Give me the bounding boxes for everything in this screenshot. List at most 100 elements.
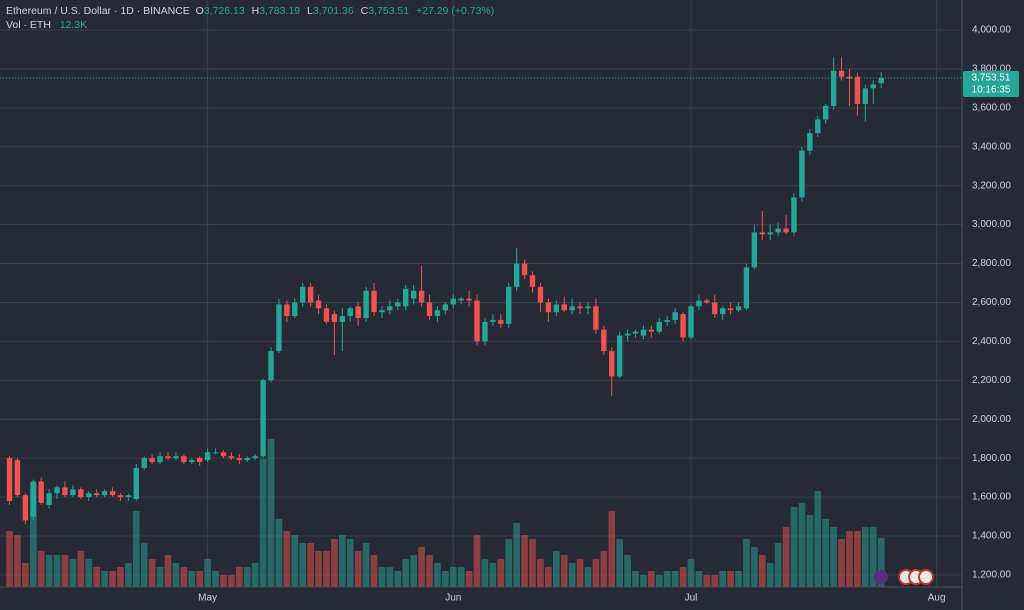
- candle-body: [181, 456, 187, 463]
- candle-body: [220, 452, 227, 457]
- volume-bar: [465, 571, 473, 587]
- candle-body: [482, 321, 488, 342]
- volume-bar: [719, 571, 727, 587]
- y-tick-label: 3,600.00: [972, 102, 1011, 113]
- plot: [0, 0, 962, 587]
- candle-body: [767, 232, 773, 235]
- candle-body: [78, 489, 84, 498]
- x-tick-label: May: [198, 593, 217, 604]
- volume-bar: [695, 571, 703, 587]
- volume-bar: [156, 567, 164, 587]
- volume-bar: [568, 563, 576, 587]
- candle-body: [672, 312, 678, 320]
- candle-body: [529, 275, 536, 287]
- candle-body: [363, 290, 369, 319]
- y-tick-label: 3,200.00: [972, 180, 1011, 191]
- candle-body: [616, 335, 623, 377]
- volume-bar: [125, 563, 132, 587]
- volume-bar: [790, 507, 798, 587]
- candle-body: [395, 302, 401, 307]
- candle-body: [331, 314, 338, 322]
- volume-bar: [196, 571, 204, 587]
- candle-body: [719, 308, 726, 315]
- volume-bar: [140, 543, 148, 587]
- candle-body: [751, 232, 758, 268]
- y-tick-label: 1,400.00: [972, 531, 1011, 542]
- candle-body: [38, 481, 44, 503]
- candle-body: [624, 333, 631, 336]
- candle-body: [14, 460, 21, 496]
- candle-body: [838, 70, 845, 77]
- volume-bar: [735, 571, 742, 587]
- candle-body: [442, 304, 449, 311]
- volume-bar: [766, 563, 774, 587]
- volume-bar: [410, 555, 417, 587]
- volume-bar: [22, 563, 29, 587]
- y-tick-label: 3,400.00: [972, 141, 1011, 152]
- volume-bar: [624, 555, 631, 587]
- volume-bar: [529, 539, 536, 587]
- candle-body: [823, 105, 829, 120]
- countdown: 10:16:35: [972, 85, 1011, 96]
- candle-body: [712, 302, 718, 315]
- candle-body: [387, 306, 393, 311]
- volume-bar: [743, 539, 750, 587]
- volume-bar: [338, 535, 346, 587]
- candle-body: [593, 306, 599, 330]
- volume-value: 12.3K: [59, 19, 88, 31]
- candle-body: [252, 456, 258, 459]
- candle-body: [418, 290, 425, 303]
- volume-key: Vol · ETH: [6, 19, 51, 31]
- volume-bar: [37, 551, 45, 587]
- volume-bar: [109, 571, 116, 587]
- candle-body: [46, 493, 52, 505]
- volume-bar: [545, 567, 552, 587]
- volume-bar: [616, 539, 624, 587]
- volume-bar: [14, 535, 21, 587]
- volume-bar: [846, 531, 853, 587]
- volume-bar: [426, 555, 433, 587]
- volume-bar: [576, 559, 584, 587]
- indicator-icons[interactable]: [874, 569, 934, 585]
- candle-body: [688, 306, 694, 338]
- candle-body: [862, 88, 869, 104]
- event-icon[interactable]: [874, 570, 888, 584]
- candle-body: [696, 300, 702, 307]
- volume-bar: [830, 527, 837, 587]
- candle-body: [854, 76, 861, 104]
- candle-body: [585, 306, 591, 309]
- volume-bar: [220, 575, 227, 587]
- volume-bar: [727, 571, 734, 587]
- y-tick-label: 2,600.00: [972, 297, 1011, 308]
- candle-body: [506, 286, 512, 324]
- candle-body: [403, 288, 409, 307]
- volume-bar: [243, 567, 251, 587]
- volume-bar: [354, 551, 362, 587]
- volume-bar: [323, 551, 330, 587]
- volume-bar: [877, 537, 885, 587]
- candle-body: [743, 267, 750, 309]
- volume-bar: [346, 539, 354, 587]
- candle-body: [133, 467, 139, 500]
- candle-body: [521, 263, 528, 276]
- high-value: 3,783.19: [259, 5, 301, 17]
- candle-body: [204, 452, 211, 461]
- candle-body: [426, 302, 433, 317]
- candle-body: [300, 286, 306, 303]
- candle-body: [830, 70, 837, 106]
- candle-body: [70, 489, 76, 496]
- candle-body: [173, 456, 179, 459]
- y-tick-label: 2,000.00: [972, 414, 1011, 425]
- volume-bar: [164, 555, 172, 587]
- close-value: 3,753.51: [368, 5, 410, 17]
- volume-bar: [552, 551, 560, 587]
- symbol: Ethereum / U.S. Dollar · 1D · BINANCE: [6, 5, 190, 17]
- volume-bar: [235, 567, 243, 587]
- candle-body: [609, 351, 615, 377]
- flag-icon[interactable]: [918, 569, 934, 585]
- y-tick-label: 2,400.00: [972, 336, 1011, 347]
- volume-bar: [679, 567, 687, 587]
- candle-body: [458, 298, 464, 301]
- candle-body: [93, 493, 100, 496]
